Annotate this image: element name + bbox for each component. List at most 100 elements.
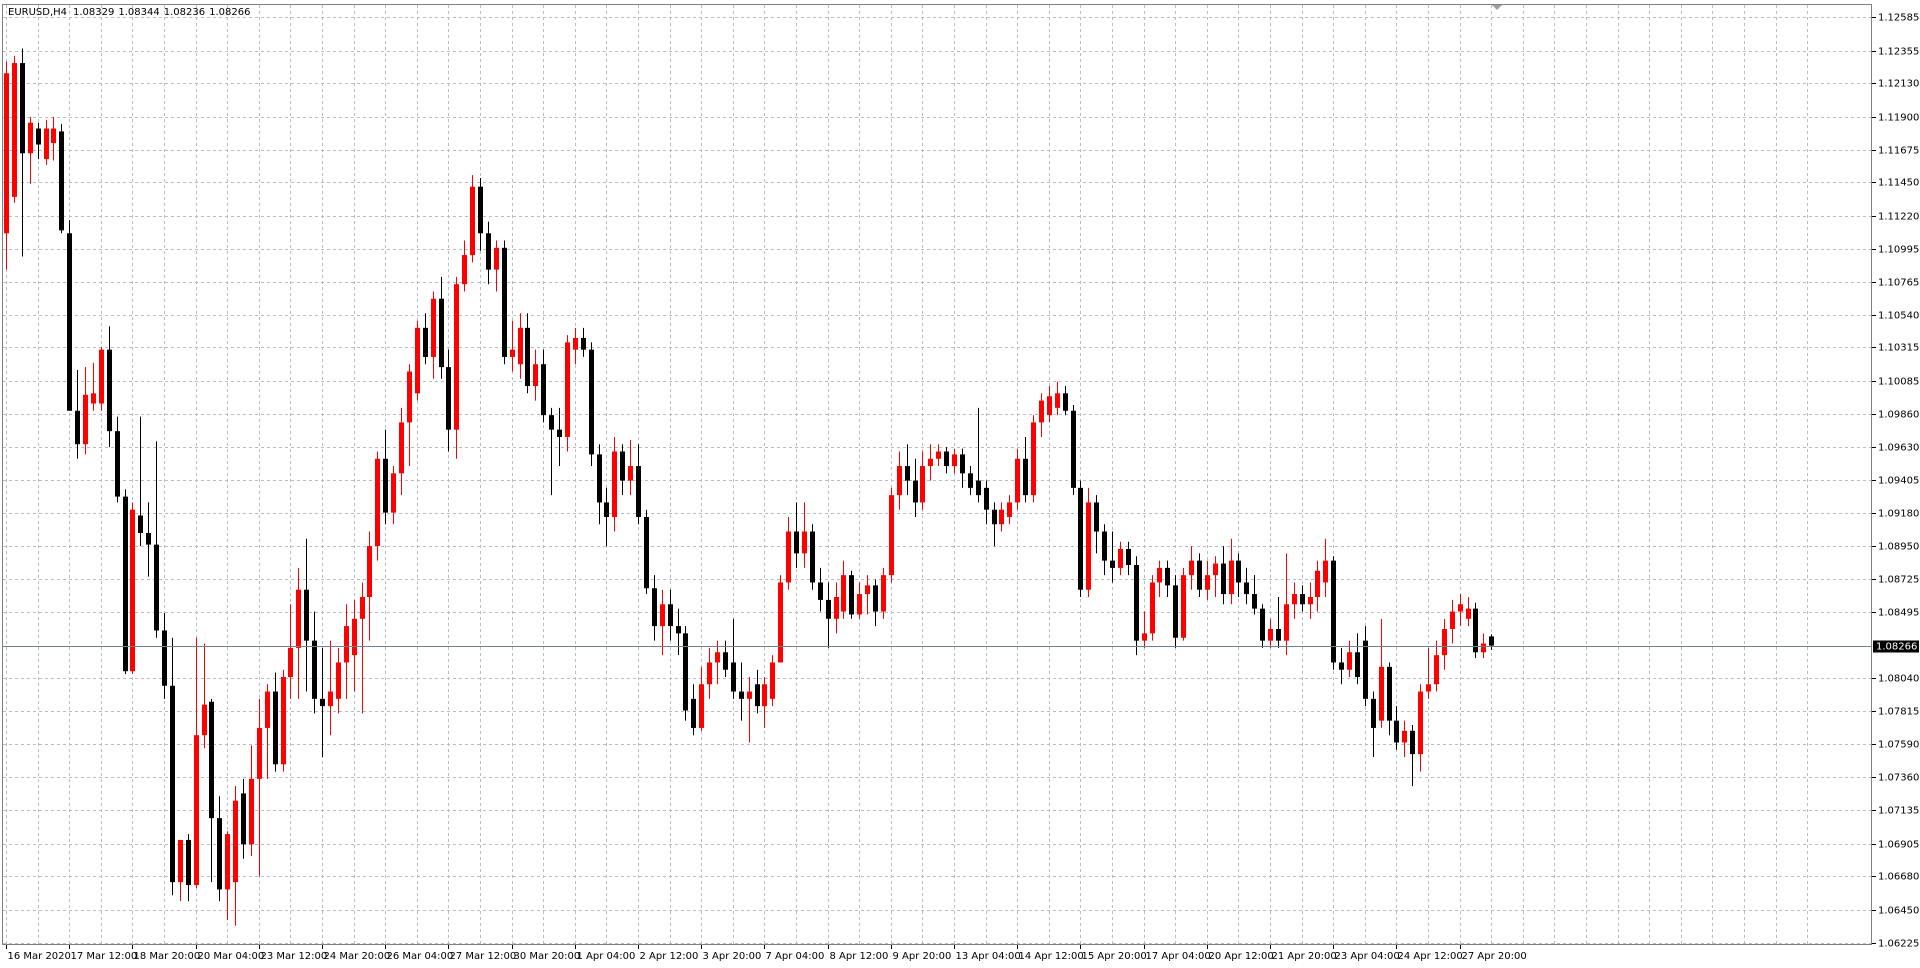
candle-body (597, 454, 602, 503)
candle-body (1458, 604, 1463, 612)
candle-body (1126, 548, 1131, 565)
candle-body (36, 128, 41, 145)
candle-body (265, 691, 270, 728)
y-tick-label: 1.11675 (1878, 146, 1919, 157)
title-open: 1.08329 (73, 7, 114, 18)
x-tick-label: 24 Mar 20:00 (324, 951, 391, 962)
candles-layer (3, 48, 1872, 926)
candle-body (770, 662, 775, 699)
x-tick-label: 27 Apr 20:00 (1462, 951, 1527, 962)
x-tick-label: 24 Apr 12:00 (1398, 951, 1463, 962)
candle-body (865, 585, 870, 595)
candle-body (336, 662, 341, 699)
candle-body (976, 480, 981, 496)
x-tick-label: 3 Apr 20:00 (703, 951, 762, 962)
candle-body (541, 364, 546, 416)
candle-body (83, 394, 88, 445)
candle-body (399, 422, 404, 474)
candle-body (636, 466, 641, 517)
candle-body (1300, 594, 1305, 605)
candle-body (1173, 585, 1178, 638)
x-tick-label: 13 Apr 04:00 (956, 951, 1021, 962)
candle-body (999, 509, 1004, 525)
candle-body (723, 652, 728, 670)
candle-body (383, 458, 388, 513)
candle-body (1387, 666, 1392, 721)
candle-body (557, 429, 562, 437)
candle-body (375, 458, 380, 547)
candle-body (1473, 608, 1478, 653)
candle-body (1229, 560, 1234, 595)
candle-body (913, 480, 918, 503)
candle-body (1379, 666, 1384, 721)
candle-body (589, 349, 594, 455)
candle-body (952, 454, 957, 467)
candle-body (494, 247, 499, 270)
candle-body (510, 349, 515, 357)
candle-body (1039, 400, 1044, 423)
x-tick-label: 1 Apr 04:00 (577, 951, 636, 962)
candle-body (257, 727, 262, 779)
candle-body (162, 630, 167, 686)
y-tick-label: 1.06225 (1878, 939, 1919, 950)
y-tick-label: 1.06905 (1878, 840, 1919, 851)
candle-body (360, 596, 365, 619)
y-tick-label: 1.10540 (1878, 311, 1919, 322)
candle-body (312, 640, 317, 699)
candle-body (857, 594, 862, 615)
candle-body (960, 454, 965, 474)
candle-body (20, 63, 25, 154)
candle-body (1426, 684, 1431, 692)
candle-body (1331, 560, 1336, 663)
candle-body (1055, 393, 1060, 408)
candle-body (107, 349, 112, 432)
y-tick-label: 1.07815 (1878, 707, 1919, 718)
candle-body (470, 186, 475, 256)
candle-body (75, 410, 80, 445)
candle-body (1110, 560, 1115, 568)
candle-body (12, 63, 17, 197)
x-tick-label: 18 Mar 20:00 (134, 951, 201, 962)
candle-body (170, 685, 175, 883)
candle-body (889, 495, 894, 576)
candle-body (115, 431, 120, 497)
y-tick-label: 1.09630 (1878, 443, 1919, 454)
candle-body (1323, 560, 1328, 583)
candle-body (99, 349, 104, 404)
candle-body (1292, 594, 1297, 605)
y-tick-label: 1.07135 (1878, 806, 1919, 817)
y-tick-label: 1.09860 (1878, 410, 1919, 421)
x-tick-label: 27 Mar 12:00 (450, 951, 517, 962)
candle-body (1466, 608, 1471, 619)
candle-body (1078, 487, 1083, 590)
candle-body (849, 575, 854, 615)
candle-body (28, 122, 33, 154)
plot-border (2, 4, 1872, 945)
candle-body (154, 544, 159, 631)
candle-body (1047, 396, 1052, 416)
x-tick-label: 7 Apr 04:00 (766, 951, 825, 962)
x-tick-label: 20 Mar 04:00 (198, 951, 265, 962)
x-tick-label: 26 Mar 04:00 (387, 951, 454, 962)
y-tick-label: 1.08950 (1878, 542, 1919, 553)
candle-body (731, 662, 736, 692)
candle-body (1371, 698, 1376, 728)
candle-body (439, 298, 444, 368)
chart-title: EURUSD,H4 1.08329 1.08344 1.08236 1.08266 (8, 7, 250, 18)
y-tick-label: 1.08040 (1878, 674, 1919, 685)
x-tick-label: 17 Apr 04:00 (1146, 951, 1211, 962)
candle-body (1276, 628, 1281, 641)
candle-body (936, 451, 941, 459)
candle-body (288, 647, 293, 678)
candle-body (391, 473, 396, 513)
x-tick-label: 20 Apr 12:00 (1209, 951, 1274, 962)
candle-body (1489, 636, 1494, 646)
candle-body (1023, 458, 1028, 496)
y-tick-label: 1.12130 (1878, 79, 1919, 90)
candle-body (644, 516, 649, 589)
candle-body (1102, 531, 1107, 561)
candle-body (620, 451, 625, 481)
